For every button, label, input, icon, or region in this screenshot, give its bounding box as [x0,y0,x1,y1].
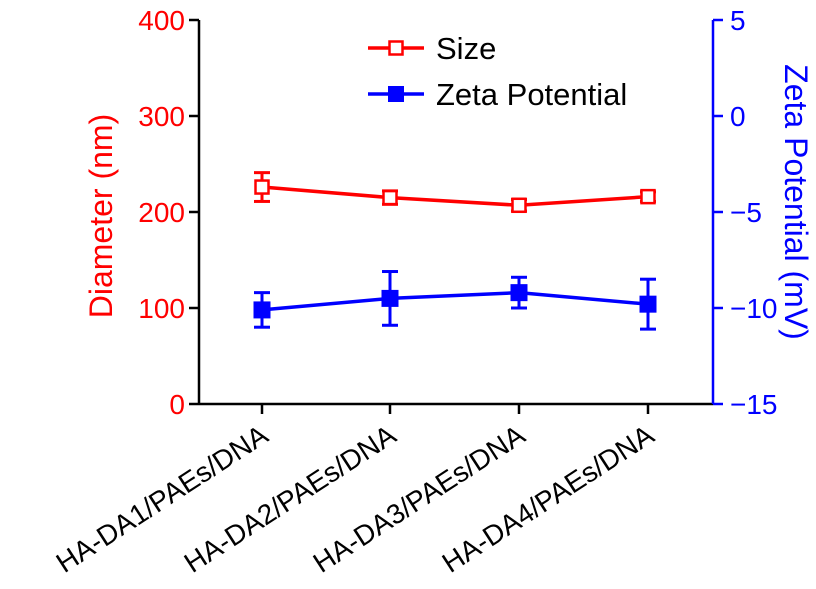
legend-item: Zeta Potential [368,77,627,112]
data-point [382,189,398,206]
series-zeta-potential [253,270,657,331]
legend: Size Zeta Potential [368,31,627,112]
data-point [510,284,528,302]
x-tick-label: HA-DA3/PAEs/DNA [308,419,531,579]
data-point [254,179,270,195]
chart-marks [253,171,657,331]
legend-marker [388,40,404,56]
series-size [254,171,656,214]
legend-label: Zeta Potential [436,77,627,112]
y2-axis-title: Zeta Potential (mV) [778,64,814,340]
axes: 0100200300400−15−10−505HA-DA1/PAEs/DNAHA… [51,5,814,579]
legend-marker [388,86,404,102]
data-point [511,197,527,214]
x-tick-label: HA-DA1/PAEs/DNA [51,419,274,579]
data-point [640,188,656,205]
y-tick-label: 400 [138,5,185,36]
data-point [639,295,657,313]
series-line [261,185,649,208]
y2-tick-label: −15 [730,389,778,420]
y2-tick-label: 5 [730,5,746,36]
y2-tick-label: 0 [730,101,746,132]
y2-tick-label: −10 [730,293,778,324]
y-tick-label: 100 [138,293,185,324]
series-line [261,290,649,312]
legend-label: Size [436,31,496,66]
legend-item: Size [368,31,496,66]
y-tick-label: 200 [138,197,185,228]
y-tick-label: 0 [169,389,185,420]
y-axis-title: Diameter (nm) [83,114,119,318]
y-tick-label: 300 [138,101,185,132]
x-tick-label: HA-DA2/PAEs/DNA [179,419,402,579]
data-point [253,301,271,319]
y2-tick-label: −5 [730,197,762,228]
data-point [381,289,399,307]
x-tick-label: HA-DA4/PAEs/DNA [437,419,660,579]
